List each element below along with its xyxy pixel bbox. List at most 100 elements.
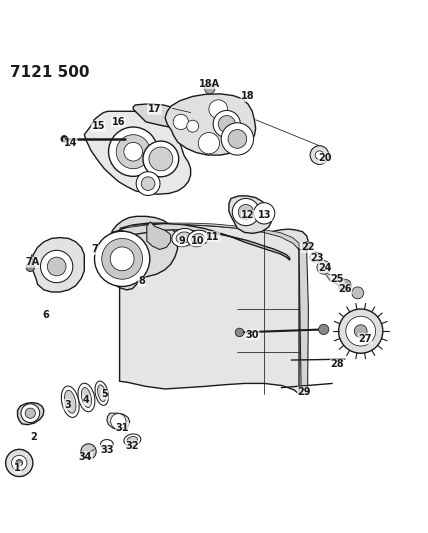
Text: 28: 28: [330, 359, 344, 369]
Circle shape: [318, 324, 329, 335]
Circle shape: [339, 279, 351, 292]
Text: 7121 500: 7121 500: [10, 64, 89, 79]
Circle shape: [61, 135, 68, 142]
Circle shape: [317, 261, 330, 274]
Text: 29: 29: [297, 387, 311, 397]
Polygon shape: [119, 224, 299, 394]
Text: 18A: 18A: [199, 79, 220, 88]
Circle shape: [221, 123, 253, 155]
Circle shape: [26, 263, 35, 272]
Polygon shape: [324, 272, 346, 287]
Ellipse shape: [98, 385, 106, 401]
Circle shape: [198, 133, 220, 154]
Polygon shape: [109, 216, 178, 278]
Ellipse shape: [192, 233, 204, 243]
Polygon shape: [84, 111, 190, 194]
Circle shape: [12, 455, 27, 471]
Circle shape: [339, 309, 383, 353]
Polygon shape: [120, 223, 290, 260]
Circle shape: [310, 252, 320, 262]
Circle shape: [143, 141, 179, 177]
Circle shape: [141, 177, 155, 190]
Polygon shape: [120, 229, 309, 381]
Text: 11: 11: [206, 232, 220, 242]
Text: 4: 4: [83, 395, 90, 406]
Polygon shape: [119, 223, 299, 249]
Text: 20: 20: [319, 153, 332, 163]
Circle shape: [232, 198, 259, 225]
Polygon shape: [229, 196, 271, 233]
Text: 1: 1: [14, 463, 21, 473]
Ellipse shape: [61, 386, 79, 417]
Text: 5: 5: [101, 389, 108, 399]
Polygon shape: [147, 222, 171, 249]
Text: 27: 27: [358, 334, 372, 344]
Ellipse shape: [101, 440, 113, 449]
Circle shape: [303, 242, 311, 251]
Text: 9: 9: [179, 236, 185, 246]
Text: 31: 31: [116, 423, 129, 433]
Text: 12: 12: [241, 211, 255, 221]
Text: 24: 24: [319, 263, 332, 273]
Text: 14: 14: [63, 138, 77, 148]
Text: 18: 18: [241, 92, 255, 101]
Circle shape: [310, 146, 329, 165]
Text: 17: 17: [148, 104, 161, 114]
Circle shape: [41, 251, 73, 282]
Text: 13: 13: [258, 211, 272, 221]
Ellipse shape: [81, 387, 92, 408]
Text: 30: 30: [246, 329, 259, 340]
Circle shape: [95, 231, 150, 286]
Circle shape: [228, 130, 247, 148]
Polygon shape: [104, 230, 141, 290]
Text: 16: 16: [112, 117, 125, 127]
Text: 25: 25: [330, 274, 344, 284]
Circle shape: [21, 404, 40, 423]
Text: 3: 3: [64, 400, 71, 410]
Circle shape: [116, 135, 150, 169]
Text: 32: 32: [125, 441, 139, 451]
Circle shape: [110, 247, 134, 271]
Circle shape: [346, 316, 376, 346]
Polygon shape: [18, 402, 44, 425]
Ellipse shape: [172, 229, 195, 247]
Circle shape: [253, 203, 275, 224]
Circle shape: [136, 172, 160, 196]
Polygon shape: [107, 413, 130, 430]
Text: 23: 23: [310, 253, 324, 263]
Text: 6: 6: [43, 310, 49, 320]
Polygon shape: [165, 94, 256, 155]
Circle shape: [25, 408, 36, 418]
Circle shape: [205, 84, 215, 94]
Text: 22: 22: [301, 243, 314, 252]
Ellipse shape: [127, 437, 138, 443]
Text: 33: 33: [100, 445, 113, 455]
Ellipse shape: [187, 230, 208, 247]
Circle shape: [109, 127, 158, 176]
Circle shape: [124, 142, 143, 161]
Circle shape: [354, 325, 367, 337]
Polygon shape: [133, 104, 199, 135]
Ellipse shape: [176, 232, 191, 243]
Text: 34: 34: [79, 452, 92, 462]
Text: 2: 2: [30, 432, 37, 441]
Circle shape: [187, 120, 199, 132]
Ellipse shape: [95, 381, 108, 406]
Circle shape: [173, 114, 188, 130]
Text: 10: 10: [191, 236, 205, 246]
Circle shape: [149, 147, 173, 171]
Circle shape: [235, 328, 244, 337]
Circle shape: [48, 257, 66, 276]
Circle shape: [102, 238, 143, 279]
Ellipse shape: [65, 390, 76, 413]
Text: 8: 8: [138, 277, 145, 286]
Circle shape: [315, 151, 324, 159]
Text: 7A: 7A: [25, 257, 39, 267]
Circle shape: [6, 449, 33, 477]
Circle shape: [218, 116, 235, 133]
Circle shape: [16, 459, 23, 466]
Ellipse shape: [124, 434, 141, 446]
Text: 26: 26: [338, 284, 352, 294]
Ellipse shape: [78, 383, 95, 411]
Circle shape: [81, 444, 96, 459]
